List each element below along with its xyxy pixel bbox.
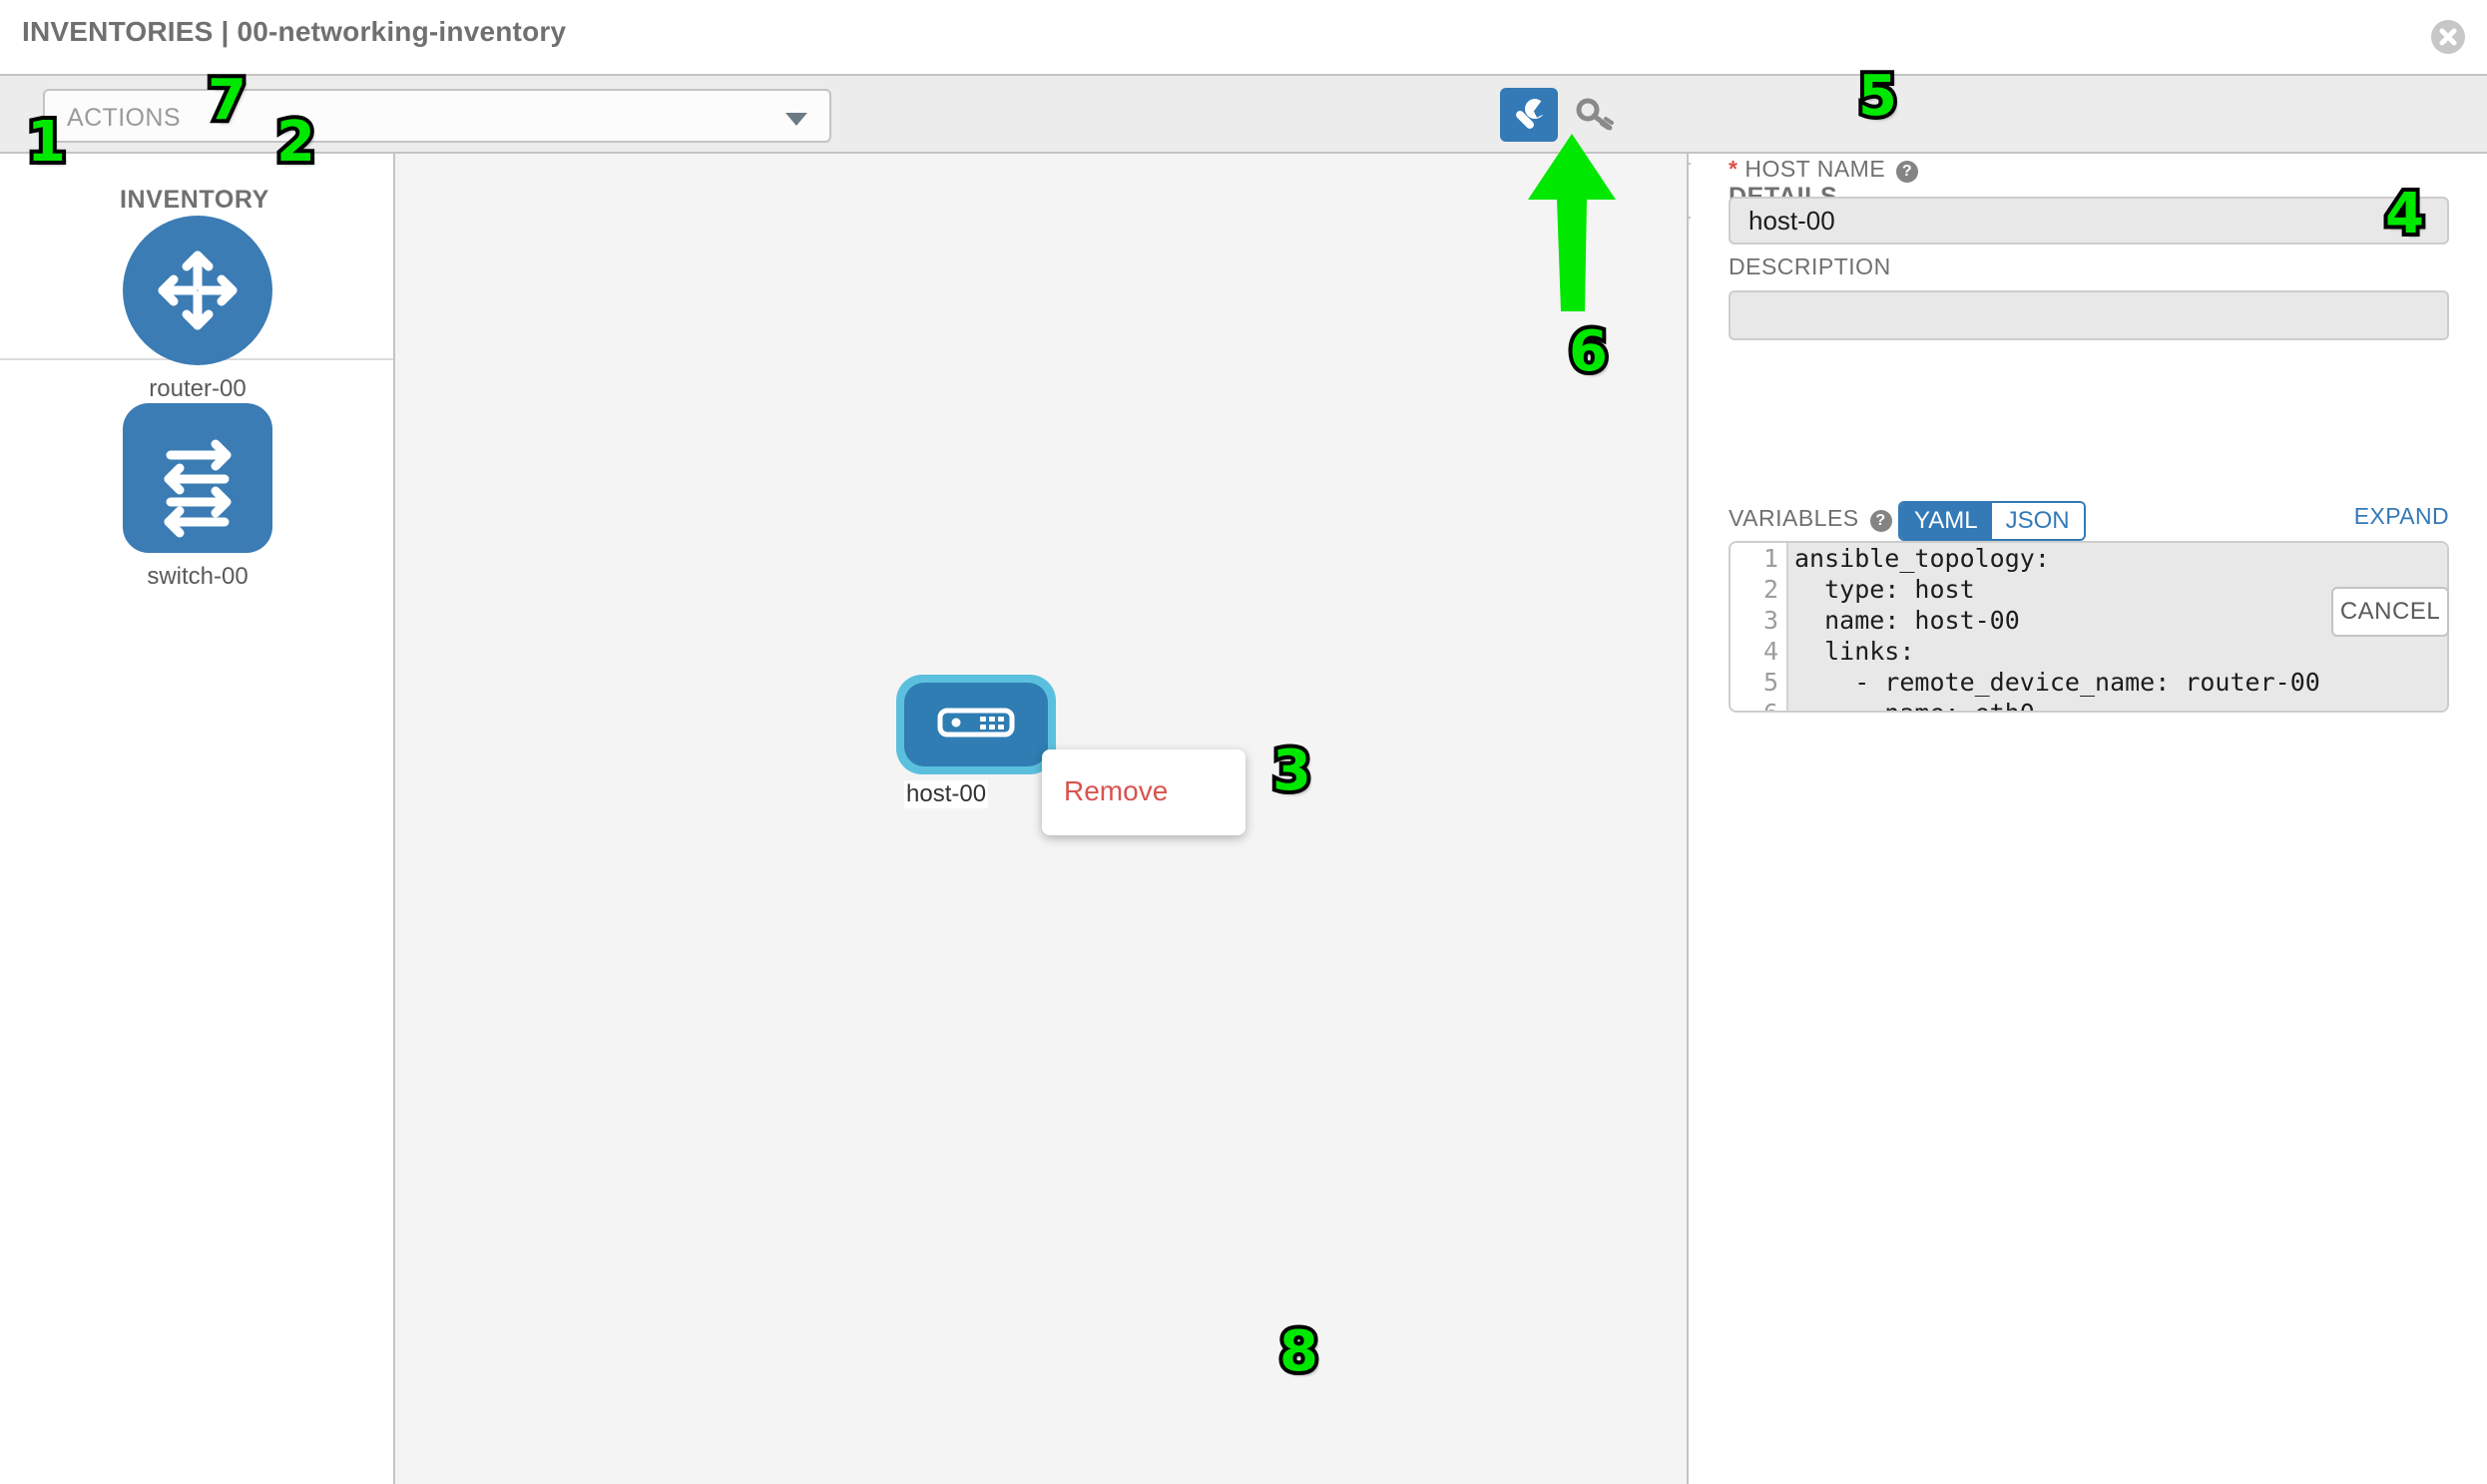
sidebar-title: INVENTORY bbox=[120, 186, 269, 214]
line-number: 1 bbox=[1762, 544, 1778, 573]
node-context-menu[interactable]: Details Remove bbox=[1042, 749, 1245, 835]
server-icon bbox=[936, 703, 1016, 747]
line-number: 4 bbox=[1762, 637, 1778, 666]
topology-canvas[interactable]: host-00 Details Remove 120% – + bbox=[395, 154, 1689, 1484]
context-menu-item-remove[interactable]: Remove bbox=[1064, 775, 1169, 806]
node-body bbox=[904, 683, 1048, 766]
code-line: ansible_topology: bbox=[1794, 544, 2050, 573]
switch-icon bbox=[123, 403, 272, 553]
key-icon[interactable] bbox=[1568, 88, 1624, 142]
actions-dropdown[interactable]: ACTIONS bbox=[43, 89, 831, 143]
expand-link[interactable]: EXPAND bbox=[2353, 503, 2449, 529]
code-line: name: eth0 bbox=[1794, 698, 2447, 711]
sidebar-item-router-00[interactable]: router-00 bbox=[98, 216, 297, 403]
node-selection-ring bbox=[896, 675, 1056, 774]
wrench-icon[interactable] bbox=[1500, 88, 1558, 142]
window-titlebar: INVENTORIES | 00-networking-inventory bbox=[0, 0, 2487, 74]
sidebar-item-label: router-00 bbox=[149, 375, 247, 402]
variables-label-text: VARIABLES bbox=[1729, 505, 1859, 531]
editor-line-numbers: 1 2 3 4 5 6 7 bbox=[1731, 543, 1788, 711]
help-icon[interactable]: ? bbox=[1896, 161, 1919, 183]
node-label: host-00 bbox=[904, 780, 989, 808]
format-toggle-yaml[interactable]: YAML bbox=[1900, 503, 1992, 539]
close-icon[interactable] bbox=[2431, 20, 2465, 54]
format-toggle-json[interactable]: JSON bbox=[1991, 503, 2084, 539]
page-title: INVENTORIES | 00-networking-inventory bbox=[22, 16, 567, 47]
actions-dropdown-label: ACTIONS bbox=[67, 104, 181, 132]
host-name-label-text: HOST NAME bbox=[1744, 156, 1886, 182]
line-number: 6 bbox=[1731, 698, 1786, 711]
variables-format-toggle[interactable]: YAML JSON bbox=[1898, 501, 2086, 541]
router-icon bbox=[123, 216, 272, 365]
line-number: 2 bbox=[1762, 575, 1778, 604]
line-number: 3 bbox=[1762, 606, 1778, 635]
description-label: DESCRIPTION bbox=[1729, 253, 1891, 279]
required-marker: * bbox=[1729, 156, 1739, 182]
sidebar-item-label: switch-00 bbox=[147, 563, 249, 590]
description-field[interactable] bbox=[1729, 290, 2449, 340]
help-icon[interactable]: ? bbox=[1869, 510, 1892, 532]
inventory-sidebar: INVENTORY router-00 bbox=[0, 154, 395, 1484]
host-name-field[interactable]: host-00 bbox=[1729, 197, 2449, 245]
sidebar-item-switch-00[interactable]: switch-00 bbox=[98, 403, 297, 591]
topology-node-host-00[interactable]: host-00 bbox=[896, 675, 1056, 808]
toolbar: ACTIONS SEARCH bbox=[0, 74, 2487, 219]
code-line: type: host bbox=[1794, 575, 1975, 604]
variables-label: VARIABLES ? bbox=[1729, 505, 1892, 532]
chevron-down-icon bbox=[785, 113, 807, 126]
cancel-button[interactable]: CANCEL bbox=[2331, 587, 2449, 637]
code-line: - remote_device_name: router-00 bbox=[1794, 668, 2320, 697]
line-number: 5 bbox=[1762, 668, 1778, 697]
code-line: links: bbox=[1794, 637, 1915, 666]
details-panel: DETAILS * HOST NAME ? host-00 DESCRIPTIO… bbox=[1691, 154, 2487, 1484]
host-name-label: * HOST NAME ? bbox=[1729, 156, 1919, 183]
code-line: name: host-00 bbox=[1794, 606, 2020, 635]
